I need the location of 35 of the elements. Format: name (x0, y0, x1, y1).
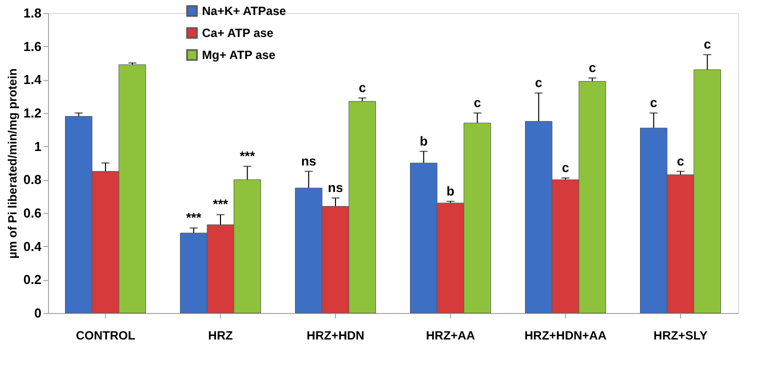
data-label: ns (301, 153, 316, 168)
data-label: *** (186, 210, 202, 225)
data-label: b (446, 183, 455, 198)
data-label: c (650, 95, 658, 110)
y-tick-label: 1.6 (23, 38, 42, 54)
y-tick-label: 0.6 (23, 206, 42, 220)
y-tick-label: 1.8 (23, 6, 42, 20)
y-tick-label: 1.2 (23, 106, 42, 120)
data-label: c (358, 80, 366, 95)
legend-label: Ca+ ATP ase (202, 26, 274, 40)
data-label: c (588, 60, 596, 75)
x-tick-label: CONTROL (76, 328, 136, 342)
x-tick-label: HRZ+SLY (654, 328, 708, 342)
data-label: *** (240, 148, 256, 164)
data-label: c (562, 160, 570, 175)
y-tick-label: 1 (34, 138, 42, 154)
data-label: *** (212, 196, 230, 212)
data-label: c (704, 36, 711, 52)
y-tick-label: 0.4 (23, 238, 42, 254)
x-tick-label: HRZ (208, 328, 233, 342)
y-tick-label: 1.4 (23, 72, 42, 88)
data-label: c (535, 75, 542, 90)
data-label: ns (328, 180, 344, 195)
data-label: b (420, 133, 428, 148)
y-axis-title: µm of Pi liberated/min/mg protein (5, 68, 20, 259)
data-label: c (676, 153, 684, 168)
y-tick-label: 0.2 (23, 272, 42, 288)
legend-label: Na+K+ ATPase (202, 4, 286, 18)
y-tick-label: 0 (34, 306, 42, 320)
x-tick-label: HRZ+HDN+AA (524, 328, 607, 342)
legend-label: Mg+ ATP ase (202, 48, 276, 62)
data-label: c (474, 95, 481, 110)
x-tick-label: HRZ+AA (426, 328, 476, 342)
y-tick-label: 0.8 (23, 172, 42, 188)
x-tick-label: HRZ+HDN (306, 328, 364, 342)
